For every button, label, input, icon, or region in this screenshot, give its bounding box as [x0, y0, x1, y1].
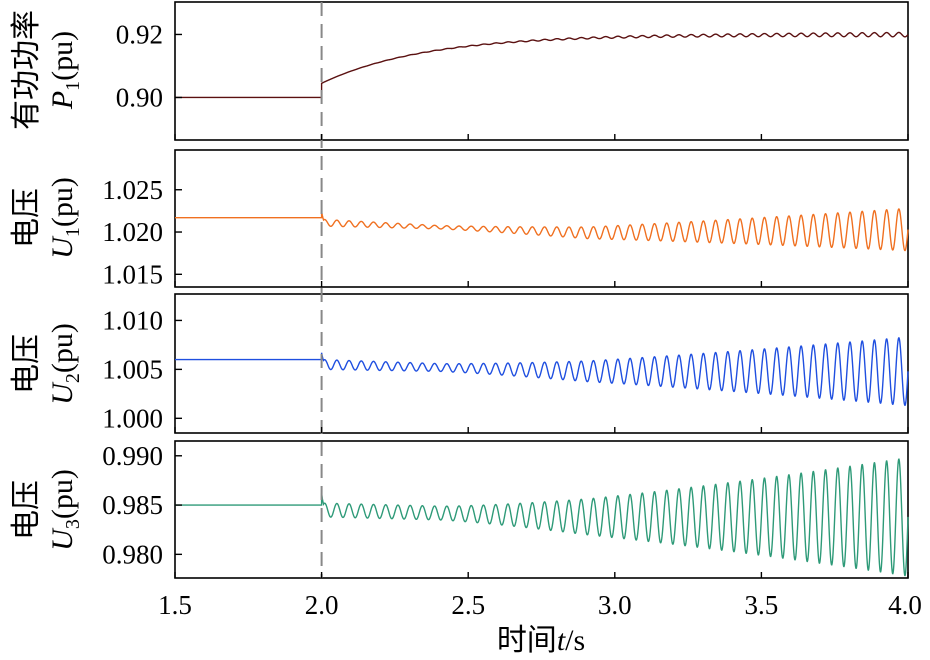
x-tick-label: 1.5 [158, 590, 192, 620]
x-tick-label: 2.5 [451, 590, 485, 620]
y-tick-label: 1.020 [102, 217, 163, 247]
panel-frame-u3 [174, 440, 909, 579]
y-tick-label: 0.980 [102, 539, 163, 569]
x-tick-label: 3.0 [598, 590, 632, 620]
y-axis-label-cn: 电压 [10, 334, 43, 394]
x-axis-label: 时间t/s [497, 624, 585, 657]
y-tick-label: 1.000 [102, 403, 163, 433]
x-axis-label-unit: /s [565, 624, 585, 657]
u2-series-line [175, 337, 909, 407]
x-tick-label: 4.0 [888, 590, 922, 620]
x-tick-label: 2.0 [305, 590, 339, 620]
y-tick-label: 0.90 [116, 82, 163, 112]
y-axis-label-cn: 有功功率 [10, 10, 43, 130]
x-axis-label-symbol: t [557, 624, 566, 657]
y-tick-label: 0.985 [102, 490, 163, 520]
y-axis-label-u1: 电压 [10, 188, 43, 248]
tick-marks [174, 33, 909, 578]
u1-series-line [175, 208, 909, 252]
y-axis-label-u2: 电压 [10, 334, 43, 394]
y-axis-label-symbol: P1(pu) [46, 31, 84, 110]
x-axis-label-cn: 时间 [497, 624, 557, 657]
y-axis-label-p1-symbol: P1(pu) [46, 31, 84, 110]
panel-frame-u2 [174, 293, 909, 434]
y-axis-label-cn: 电压 [10, 188, 43, 248]
panel-frame-u1 [174, 149, 909, 288]
y-tick-label: 1.005 [102, 354, 163, 384]
y-axis-label-symbol: U1(pu) [46, 177, 84, 259]
y-axis-label-p1: 有功功率 [10, 10, 43, 130]
y-axis-label-u1-symbol: U1(pu) [46, 177, 84, 259]
panel-frame-p1 [174, 1, 909, 141]
y-axis-label-u3-symbol: U3(pu) [46, 469, 84, 551]
x-tick-label: 3.5 [745, 590, 779, 620]
y-tick-label: 1.015 [102, 259, 163, 289]
y-tick-label: 1.025 [102, 175, 163, 205]
y-axis-label-u2-symbol: U2(pu) [46, 323, 84, 405]
y-tick-label: 0.92 [116, 19, 163, 49]
y-axis-label-symbol: U2(pu) [46, 323, 84, 405]
y-tick-label: 0.990 [102, 441, 163, 471]
y-axis-label-u3: 电压 [10, 480, 43, 540]
p1-series-line [175, 31, 909, 99]
y-axis-label-symbol: U3(pu) [46, 469, 84, 551]
u3-series-line [175, 458, 909, 577]
y-tick-label: 1.010 [102, 305, 163, 335]
y-axis-label-cn: 电压 [10, 480, 43, 540]
